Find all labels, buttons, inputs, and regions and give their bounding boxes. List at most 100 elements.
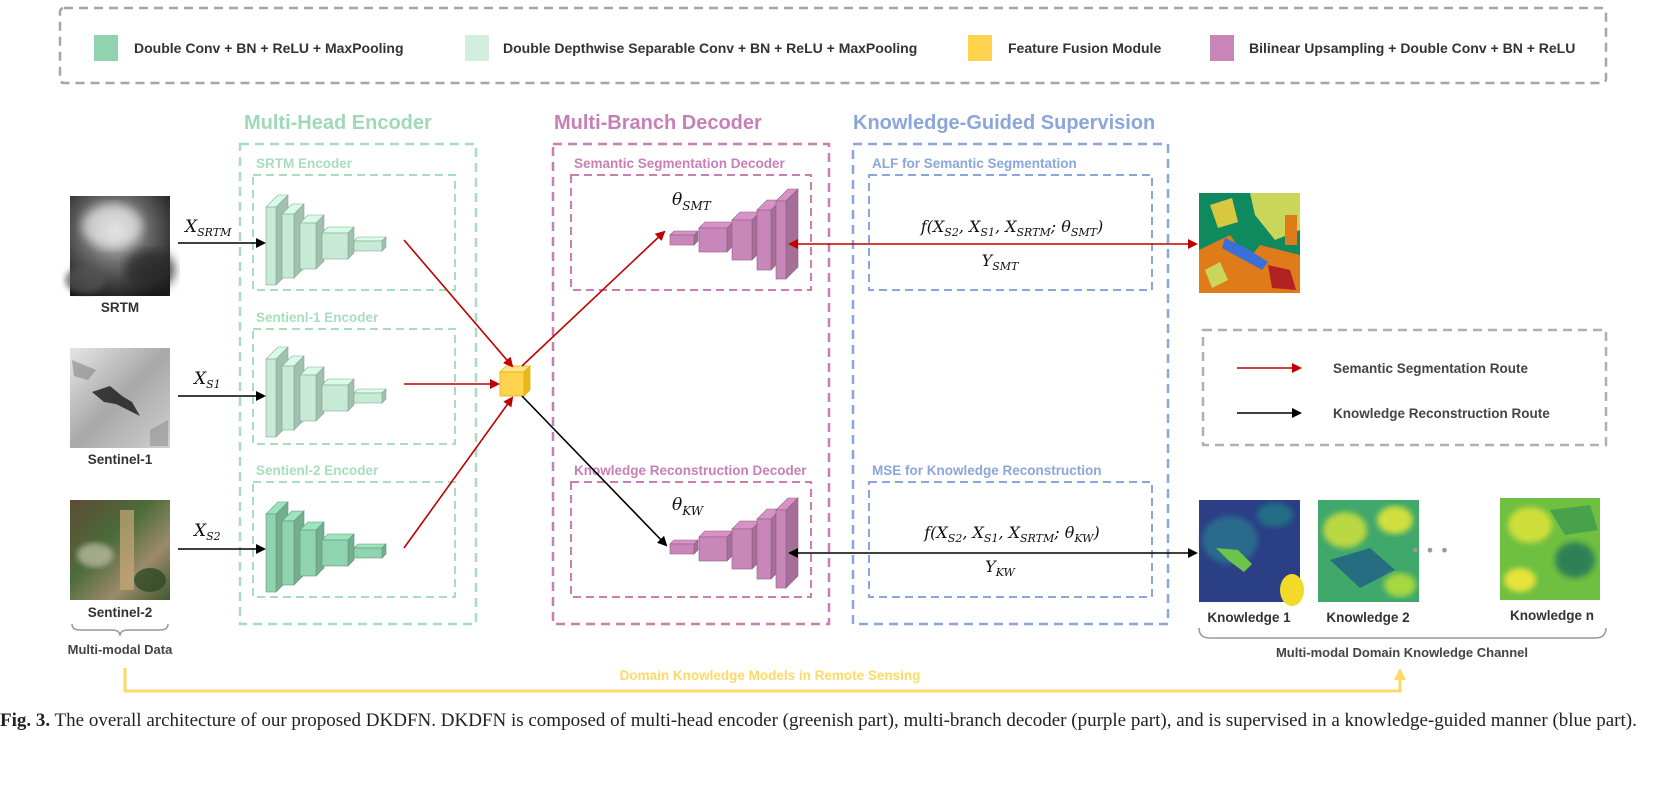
supervision-section-title: Knowledge-Guided Supervision [853,112,1155,134]
s2-encoder-block-3 [299,521,325,577]
srtm-encoder: SRTM Encoder [252,156,456,291]
theta-smt-label: θSMT [672,190,712,213]
y-smt-label: YSMT [982,251,1020,273]
legend-swatch-double-conv [94,35,118,61]
mse-label: MSE for Knowledge Reconstruction [872,463,1102,478]
route-legend-box [1201,328,1608,447]
knowledge-1-label: Knowledge 1 [1207,610,1291,625]
theta-kw-label: θKW [672,495,705,518]
s2-encoder-box [252,481,456,598]
semantic-decoder-box [570,174,812,291]
y-kw-label: YKW [985,557,1016,579]
knowledge-decoder-block-3 [731,520,761,570]
sentinel2-label: Sentinel-2 [88,605,153,620]
multimodal-brace [71,623,169,637]
alf-box [868,174,1153,291]
s2-encoder-block-5 [353,543,387,559]
decoder-section-title: Multi-Branch Decoder [554,112,762,134]
encoder-section-box [238,142,478,626]
figure-caption: Fig. 3. The overall architecture of our … [0,708,1650,733]
knowledge-decoder-block-2 [698,530,734,562]
legend-item-double-conv: Double Conv + BN + ReLU + MaxPooling [94,35,404,61]
alf-label: ALF for Semantic Segmentation [872,156,1077,171]
feature-fusion-module [499,365,531,397]
knowledge-channel-label: Multi-modal Domain Knowledge Channel [1276,645,1528,660]
knowledge-decoder-box [570,481,812,598]
semantic-decoder-block-2 [698,221,734,253]
srtm-encoder-box [252,174,456,291]
mse-box [868,481,1153,598]
knowledge-1-image [1199,500,1304,606]
caption-prefix: Fig. 3. [0,710,51,731]
srtm-encoder-block-5 [353,236,387,252]
fusion-to-semantic-arrow [521,230,666,367]
semantic-decoder: Semantic Segmentation Decoder [570,156,812,291]
s1-encoder-box [252,328,456,445]
legend-label-double-conv: Double Conv + BN + ReLU + MaxPooling [134,40,404,56]
sentinel2-image [70,500,170,600]
semantic-decoder-block-5 [775,188,799,280]
domain-knowledge-route-arrow [123,668,1406,693]
srtm-encoder-label: SRTM Encoder [256,156,353,171]
fusion-to-knowledge-arrow [521,395,668,547]
srtm-encoder-blocks [265,194,387,286]
semantic-decoder-blocks [669,188,799,280]
x-s2-label: XS2 [192,521,221,543]
s2-encoder: Sentienl-2 Encoder [252,463,456,598]
multimodal-data-label: Multi-modal Data [68,642,173,657]
knowledge-decoder-blocks [669,497,799,589]
legend-label-depthwise-conv: Double Depthwise Separable Conv + BN + R… [503,40,917,56]
knowledge-decoder: Knowledge Reconstruction Decoder [570,463,812,598]
knowledge-decoder-block-1 [669,539,699,555]
knowledge-decoder-label: Knowledge Reconstruction Decoder [574,463,807,478]
s2-encoder-block-4 [321,533,355,567]
func-kw-label: f(XS2, XS1, XSRTM; θKW) [923,523,1100,545]
semantic-route-label: Semantic Segmentation Route [1333,361,1529,376]
x-s1-label: XS1 [192,369,221,391]
semantic-decoder-label: Semantic Segmentation Decoder [574,156,786,171]
knowledge-channel-brace [1198,627,1607,639]
decoder-section-box [551,142,831,626]
sentinel1-image [70,348,170,448]
knowledge-n-label: Knowledge n [1510,608,1594,623]
s1-encoder-label: Sentienl-1 Encoder [256,310,379,325]
supervision-section-box [851,142,1170,626]
legend-swatch-fusion [968,35,992,61]
legend-item-fusion: Feature Fusion Module [968,35,1161,61]
srtm-label: SRTM [101,300,139,315]
legend-item-upsampling: Bilinear Upsampling + Double Conv + BN +… [1210,35,1575,61]
srtm-encoder-block-4 [321,226,355,260]
func-smt-label: f(XS2, XS1, XSRTM; θSMT) [920,217,1104,239]
knowledge-ellipsis: • • • [1411,541,1449,560]
domain-knowledge-route-label: Domain Knowledge Models in Remote Sensin… [620,668,921,683]
s1-encoder-block-4 [321,378,355,412]
s1-encoder-block-3 [299,366,325,422]
srtm-image [65,196,175,296]
semantic-decoder-block-1 [669,230,699,246]
s1-encoder: Sentienl-1 Encoder [252,310,456,445]
legend-swatch-depthwise-conv [465,35,489,61]
s1-encoder-block-5 [353,388,387,404]
knowledge-route-label: Knowledge Reconstruction Route [1333,406,1550,421]
s2-to-fusion-arrow [403,396,514,549]
legend-item-depthwise-conv: Double Depthwise Separable Conv + BN + R… [465,35,917,61]
caption-text: The overall architecture of our proposed… [50,710,1637,731]
legend-swatch-upsampling [1210,35,1234,61]
legend-label-upsampling: Bilinear Upsampling + Double Conv + BN +… [1249,40,1575,56]
encoder-section-title: Multi-Head Encoder [244,112,432,134]
knowledge-2-image [1318,500,1419,602]
x-srtm-label: XSRTM [183,217,232,239]
sentinel1-label: Sentinel-1 [88,452,153,467]
knowledge-n-image [1500,498,1600,600]
semantic-map-image [1199,193,1300,293]
s2-encoder-blocks [265,501,387,593]
architecture-diagram: Double Conv + BN + ReLU + MaxPooling Dou… [58,6,1608,693]
s2-encoder-label: Sentienl-2 Encoder [256,463,379,478]
mse-box-group: MSE for Knowledge Reconstruction [868,463,1153,598]
legend-label-fusion: Feature Fusion Module [1008,40,1161,56]
knowledge-decoder-block-5 [775,497,799,589]
knowledge-2-label: Knowledge 2 [1326,610,1409,625]
legend-box [58,6,1608,85]
semantic-decoder-block-3 [731,211,761,261]
srtm-encoder-block-3 [299,214,325,270]
